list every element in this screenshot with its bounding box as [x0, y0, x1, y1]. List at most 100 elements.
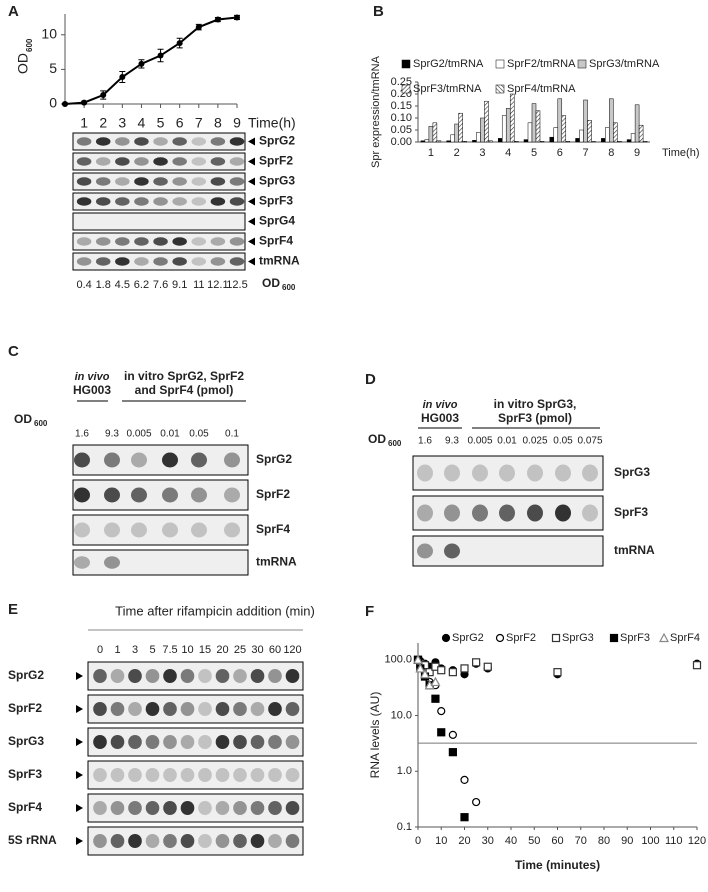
- legend-marker: [495, 633, 505, 643]
- blot-band: [444, 543, 460, 559]
- blot-band: [93, 801, 107, 815]
- row-label: SprG2: [8, 668, 44, 682]
- amount-label: 9.3: [105, 429, 119, 440]
- blot-band: [153, 197, 168, 206]
- blot-band: [131, 522, 147, 538]
- blot-band: [95, 257, 111, 266]
- data-point: [195, 24, 202, 31]
- y-tick-label: 10.0: [391, 709, 412, 721]
- x-tick-label: 40: [505, 835, 517, 847]
- bar: [484, 100, 489, 143]
- in-vitro-label: in vitro SprG3,: [494, 397, 577, 411]
- y-axis-label-sub: 600: [25, 38, 34, 52]
- row-arrow: [248, 237, 255, 246]
- blot-band: [215, 834, 230, 848]
- bar: [613, 122, 618, 143]
- time-label: 1: [114, 644, 120, 656]
- blot-band: [134, 177, 149, 186]
- blot-band: [198, 669, 212, 683]
- y-tick-label: 0.10: [391, 112, 412, 124]
- amount-label: 1.6: [418, 436, 432, 447]
- blot-frame: [87, 793, 304, 823]
- od-value: 12.5: [226, 279, 247, 291]
- blot-band: [76, 237, 92, 246]
- time-label: 120: [283, 644, 301, 656]
- x-tick-label: 120: [688, 835, 706, 847]
- blot-band: [417, 504, 433, 522]
- blot-band: [134, 157, 149, 166]
- bar: [428, 126, 434, 143]
- blot-band: [115, 257, 130, 266]
- blot-band: [110, 702, 125, 716]
- blot-band: [145, 834, 160, 848]
- blot-band: [191, 177, 207, 186]
- blot-band: [172, 197, 187, 206]
- bar: [575, 138, 580, 143]
- row-arrow: [76, 672, 83, 680]
- bar: [553, 127, 559, 143]
- bar: [523, 139, 529, 143]
- blot-band: [285, 702, 300, 716]
- bar: [488, 140, 493, 143]
- blot-band: [145, 669, 160, 683]
- panel-label: F: [365, 603, 374, 620]
- bar: [472, 140, 477, 143]
- blot-band: [104, 522, 120, 538]
- blot-frame: [87, 760, 304, 790]
- row-label: tmRNA: [256, 555, 297, 569]
- data-point: [415, 663, 426, 673]
- bar: [513, 141, 519, 143]
- blot-band: [128, 801, 142, 815]
- blot-band: [134, 197, 149, 206]
- blot-band: [128, 735, 142, 749]
- bar: [476, 132, 481, 143]
- bar: [454, 123, 459, 143]
- y-axis-label: Spr expression/tmRNA: [370, 55, 382, 168]
- legend-label: SprF3/tmRNA: [413, 83, 482, 95]
- legend-label: SprG2: [452, 632, 484, 644]
- blot-band: [472, 504, 488, 522]
- amount-label: 0.005: [467, 436, 492, 447]
- blot-band: [115, 237, 130, 246]
- blot-band: [172, 157, 187, 166]
- data-point: [460, 813, 469, 822]
- blot-band: [115, 177, 130, 186]
- blot-band: [104, 487, 120, 503]
- x-tick-label: 4: [138, 115, 146, 131]
- bar: [626, 139, 632, 143]
- y-tick-label: 0.1: [397, 821, 412, 833]
- strain-label: HG003: [421, 411, 459, 425]
- blot-band: [153, 257, 168, 266]
- amount-label: 0.005: [126, 429, 151, 440]
- blot-band: [180, 735, 195, 749]
- blot-band: [162, 487, 178, 503]
- blot-band: [268, 735, 282, 749]
- blot-band: [95, 197, 111, 206]
- x-tick-label: 1: [80, 115, 88, 131]
- legend-label: SprG2/tmRNA: [413, 58, 484, 70]
- data-point: [460, 664, 469, 673]
- row-arrow: [248, 157, 255, 166]
- od-value: 6.2: [134, 279, 149, 291]
- blot-band: [268, 801, 282, 815]
- blot-frame: [87, 694, 304, 724]
- y-tick-label: 0.05: [391, 124, 412, 136]
- blot-band: [527, 464, 543, 482]
- blot-band: [229, 157, 245, 166]
- od-label: OD: [368, 432, 386, 446]
- time-label: 15: [199, 644, 211, 656]
- blot-band: [191, 157, 207, 166]
- x-tick-label: 3: [479, 147, 485, 159]
- data-point: [437, 707, 446, 716]
- blot-band: [76, 257, 92, 266]
- blot-band: [172, 177, 187, 186]
- blot-band: [250, 735, 265, 749]
- blot-band: [210, 177, 226, 186]
- blot-band: [215, 768, 230, 782]
- blot-band: [191, 522, 207, 538]
- blot-band: [93, 768, 107, 782]
- blot-band: [131, 487, 147, 503]
- bar: [642, 141, 648, 143]
- row-arrow: [248, 137, 255, 146]
- blot-band: [115, 157, 130, 166]
